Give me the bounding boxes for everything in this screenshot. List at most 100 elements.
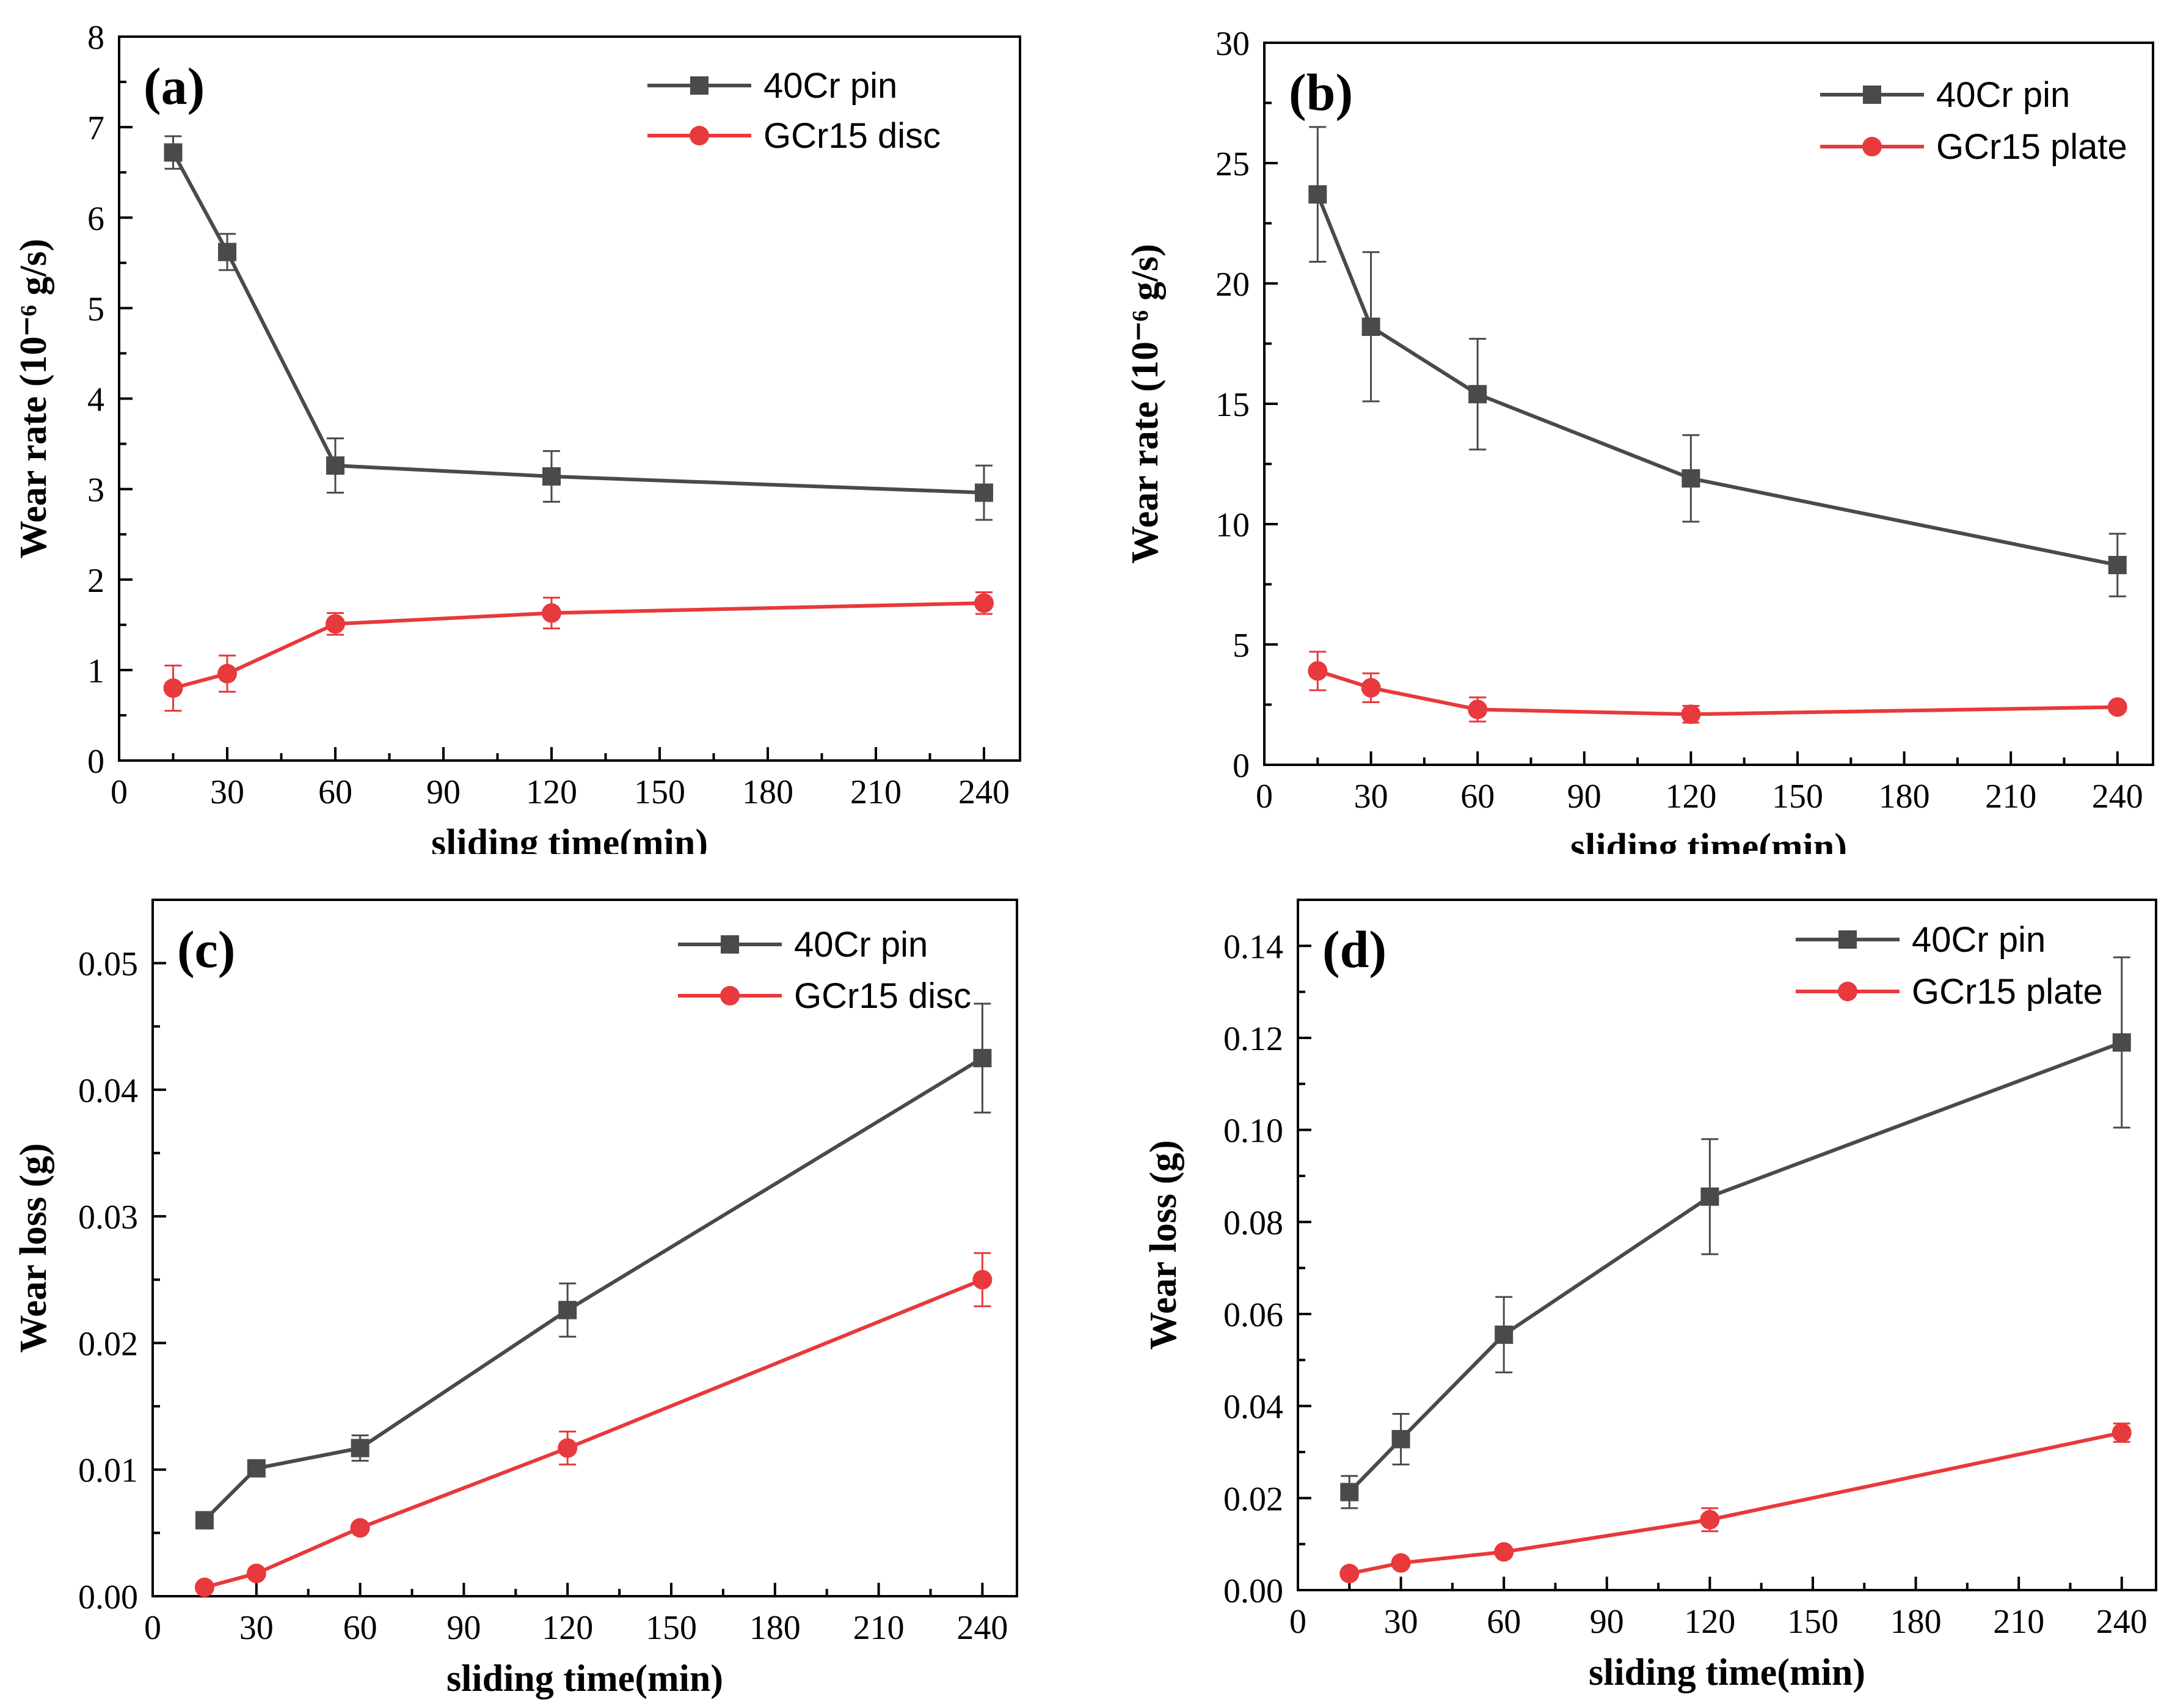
plot-frame (151, 899, 1018, 1597)
legend-label: 40Cr pin (1936, 75, 2070, 115)
data-point (1339, 1563, 1360, 1583)
chart-panel-b: 0 30 60 90 120 150 180 210 240 0 5 10 15 20 25 30 slidin… (1124, 25, 2154, 854)
x-tick-label: 120 (1665, 778, 1716, 816)
y-tick-label: 10 (1215, 506, 1250, 544)
x-tick-label: 0 (111, 773, 128, 811)
x-axis-title: sliding time(min) (431, 822, 708, 854)
x-tick-label: 210 (853, 1609, 905, 1647)
data-point (1681, 704, 1701, 724)
x-tick-label: 30 (1384, 1603, 1418, 1641)
y-tick-label: 8 (87, 19, 104, 57)
y-tick-label: 0.00 (1223, 1572, 1283, 1610)
data-point (1308, 661, 1328, 681)
x-tick-label: 0 (144, 1609, 161, 1647)
x-tick-label: 60 (343, 1609, 377, 1647)
data-point (1391, 1553, 1411, 1573)
data-point (2111, 1423, 2132, 1443)
x-tick-label: 60 (1487, 1603, 1521, 1641)
y-tick-label: 0.05 (78, 946, 138, 984)
panel-label: (d) (1322, 920, 1386, 979)
legend-label: 40Cr pin (1912, 920, 2046, 960)
data-point (2107, 697, 2127, 717)
legend-marker (720, 986, 740, 1005)
x-tick-label: 240 (2092, 778, 2143, 816)
data-point (973, 1049, 992, 1068)
x-tick-label: 240 (958, 773, 1010, 811)
data-point (1340, 1483, 1359, 1502)
x-tick-label: 180 (742, 773, 793, 811)
x-axis-title: sliding time(min) (446, 1658, 723, 1699)
data-point (351, 1439, 370, 1458)
series-line-0 (203, 1056, 983, 1522)
series-line-1 (1349, 1431, 2122, 1575)
y-axis-title: Wear rate (10⁻⁶ g/s) (1124, 244, 1166, 564)
x-tick-label: 120 (1684, 1603, 1735, 1641)
x-tick-label: 150 (634, 773, 685, 811)
chart-panel-a: 0 30 60 90 120 150 180 210 240 0 1 2 3 4 5 6 7 8 sliding t… (13, 19, 1021, 854)
data-point (974, 593, 994, 613)
chart-panel-c: 0 30 60 90 120 150 180 210 240 0.00 0.01 0.02 0.03 0.… (13, 899, 1018, 1699)
data-point (1700, 1509, 1720, 1530)
y-tick-label: 30 (1215, 25, 1250, 63)
y-tick-label: 0.06 (1223, 1296, 1283, 1334)
plot-frame (1297, 899, 2157, 1591)
x-tick-label: 240 (2096, 1603, 2148, 1641)
data-point (1468, 699, 1488, 720)
data-point (1391, 1429, 1410, 1448)
y-tick-label: 5 (1233, 627, 1250, 665)
series-line-1 (172, 601, 985, 690)
y-tick-label: 6 (87, 200, 104, 238)
y-tick-label: 0.04 (1223, 1389, 1283, 1426)
y-tick-label: 0.10 (1223, 1112, 1283, 1150)
y-tick-label: 0.00 (78, 1578, 138, 1616)
legend-marker (1862, 137, 1882, 156)
panel-label: (a) (144, 57, 205, 115)
data-point (542, 603, 561, 623)
x-tick-label: 0 (1289, 1603, 1306, 1641)
y-tick-label: 7 (87, 109, 104, 147)
x-tick-label: 240 (956, 1609, 1008, 1647)
data-point (218, 243, 236, 261)
legend-label: GCr15 plate (1936, 127, 2127, 167)
data-point (247, 1459, 266, 1478)
data-point (326, 456, 344, 475)
legend-marker (1838, 982, 1857, 1001)
x-axis-title: sliding time(min) (1589, 1652, 1865, 1693)
legend-label: 40Cr pin (794, 925, 928, 965)
data-point (1308, 185, 1327, 204)
y-tick-label: 0.01 (78, 1452, 138, 1490)
x-tick-label: 30 (210, 773, 244, 811)
legend-marker (690, 76, 709, 95)
series-line-0 (1348, 1040, 2122, 1494)
y-tick-label: 3 (87, 472, 104, 509)
y-tick-label: 25 (1215, 145, 1250, 183)
panel-label: (c) (177, 920, 235, 979)
legend-marker (1863, 86, 1881, 104)
data-point (975, 483, 993, 502)
data-point (1361, 677, 1381, 698)
y-tick-label: 15 (1215, 386, 1250, 424)
data-point (972, 1269, 993, 1290)
data-point (326, 614, 345, 634)
y-tick-label: 1 (87, 652, 104, 690)
legend-label: GCr15 disc (794, 976, 971, 1016)
series-line-0 (171, 151, 985, 495)
data-point (217, 663, 237, 684)
x-tick-label: 60 (1460, 778, 1495, 816)
y-tick-label: 0.08 (1223, 1204, 1283, 1242)
x-tick-label: 210 (1993, 1603, 2044, 1641)
x-tick-label: 210 (850, 773, 902, 811)
data-point (558, 1301, 577, 1319)
x-tick-label: 120 (542, 1609, 593, 1647)
x-tick-label: 150 (646, 1609, 697, 1647)
data-point (542, 467, 561, 486)
data-point (164, 143, 183, 162)
y-tick-label: 0.02 (78, 1325, 138, 1363)
x-tick-label: 210 (1985, 778, 2036, 816)
y-tick-label: 2 (87, 562, 104, 600)
x-tick-label: 30 (239, 1609, 274, 1647)
legend-label: GCr15 disc (763, 116, 941, 156)
x-tick-label: 30 (1354, 778, 1388, 816)
data-point (1700, 1187, 1719, 1206)
y-tick-label: 0 (1233, 747, 1250, 785)
